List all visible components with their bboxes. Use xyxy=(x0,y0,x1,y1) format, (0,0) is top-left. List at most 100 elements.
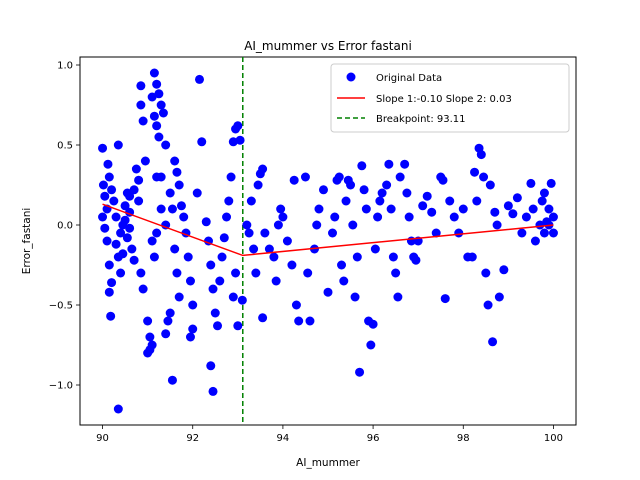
data-point xyxy=(98,212,108,222)
data-point xyxy=(499,265,509,275)
data-point xyxy=(467,252,477,262)
data-point xyxy=(185,276,195,286)
data-point xyxy=(328,228,338,238)
data-point xyxy=(111,239,121,249)
data-point xyxy=(120,215,130,225)
y-tick-label: 0.5 xyxy=(57,141,73,152)
data-point xyxy=(107,278,117,288)
data-point xyxy=(346,180,356,190)
data-point xyxy=(539,188,549,198)
data-point xyxy=(138,116,148,126)
data-point xyxy=(127,244,137,254)
data-point xyxy=(233,121,243,131)
data-point xyxy=(219,233,229,243)
chart-title: AI_mummer vs Error fastani xyxy=(244,39,412,53)
data-point xyxy=(458,204,468,214)
data-point xyxy=(136,268,146,278)
data-point xyxy=(113,252,123,262)
data-point xyxy=(253,180,263,190)
data-point xyxy=(152,121,162,131)
data-point xyxy=(388,252,398,262)
data-point xyxy=(113,140,123,150)
data-point xyxy=(104,260,114,270)
data-point xyxy=(386,204,396,214)
data-point xyxy=(400,159,410,169)
data-point xyxy=(125,223,135,233)
data-point xyxy=(217,252,227,262)
y-tick-label: −0.5 xyxy=(49,301,73,312)
data-point xyxy=(154,89,164,99)
data-point xyxy=(102,236,112,246)
data-point xyxy=(215,276,225,286)
data-point xyxy=(373,212,383,222)
data-point xyxy=(488,337,498,347)
data-point xyxy=(287,260,297,270)
data-point xyxy=(129,255,139,265)
data-point xyxy=(206,361,216,371)
data-point xyxy=(120,201,130,211)
data-point xyxy=(242,220,252,230)
data-point xyxy=(384,159,394,169)
data-point xyxy=(100,191,110,201)
data-point xyxy=(361,204,371,214)
data-point xyxy=(402,188,412,198)
y-tick-label: 0.0 xyxy=(57,221,73,232)
data-point xyxy=(136,100,146,110)
data-point xyxy=(192,188,202,198)
data-point xyxy=(138,284,148,294)
data-point xyxy=(312,220,322,230)
x-tick-label: 100 xyxy=(544,433,563,444)
data-point xyxy=(470,167,480,177)
data-point xyxy=(276,204,286,214)
data-point xyxy=(530,236,540,246)
data-point xyxy=(269,252,279,262)
data-point xyxy=(185,332,195,342)
data-point xyxy=(165,188,175,198)
data-point xyxy=(149,68,159,78)
data-point xyxy=(145,332,155,342)
data-point xyxy=(537,196,547,206)
data-point xyxy=(147,236,157,246)
x-tick-label: 90 xyxy=(96,433,109,444)
data-point xyxy=(305,316,315,326)
piecewise-fit-line xyxy=(102,203,554,257)
data-point xyxy=(337,260,347,270)
data-point xyxy=(154,132,164,142)
data-point xyxy=(357,161,367,171)
data-point xyxy=(404,212,414,222)
data-point xyxy=(129,185,139,195)
data-point xyxy=(418,201,428,211)
data-point xyxy=(103,159,113,169)
data-point xyxy=(167,375,177,385)
data-point xyxy=(106,311,116,321)
data-point xyxy=(548,212,558,222)
x-axis-ticks: 90 92 94 96 98 100 xyxy=(96,425,563,444)
y-axis-label: Error_fastani xyxy=(21,208,33,275)
data-point xyxy=(303,268,313,278)
data-point xyxy=(172,268,182,278)
data-point xyxy=(492,220,502,230)
data-point xyxy=(411,255,421,265)
data-point xyxy=(427,207,437,217)
data-point xyxy=(377,188,387,198)
data-point xyxy=(512,193,522,203)
data-point xyxy=(330,212,340,222)
data-point xyxy=(260,228,270,238)
data-point xyxy=(278,212,288,222)
data-point xyxy=(289,175,299,185)
scatter-points-layer xyxy=(98,68,558,414)
data-point xyxy=(479,172,489,182)
data-point xyxy=(528,204,538,214)
data-point xyxy=(481,268,491,278)
data-point xyxy=(517,228,527,238)
data-point xyxy=(113,404,123,414)
data-point xyxy=(109,196,119,206)
data-point xyxy=(323,287,333,297)
data-point xyxy=(147,92,157,102)
data-point xyxy=(228,292,238,302)
data-point xyxy=(206,260,216,270)
legend-label-original-data: Original Data xyxy=(376,73,442,84)
data-point xyxy=(165,308,175,318)
data-point xyxy=(258,313,268,323)
